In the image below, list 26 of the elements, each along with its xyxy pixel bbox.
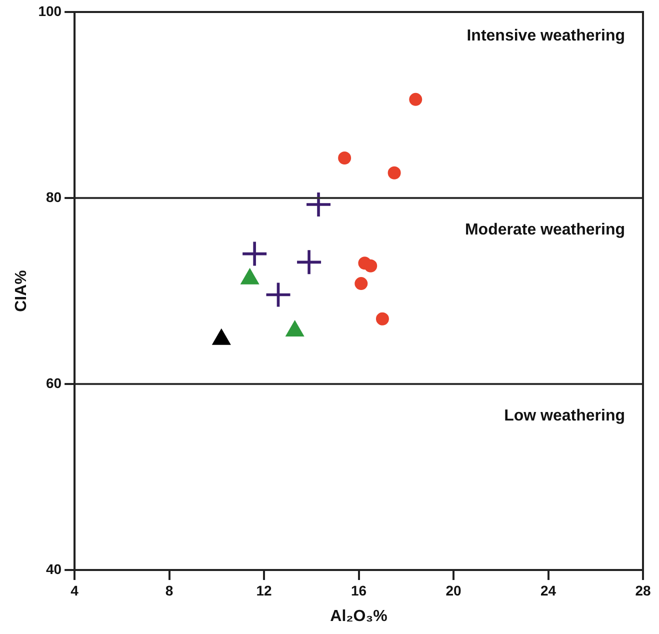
x-axis-title: Al₂O₃%: [330, 608, 388, 625]
y-tick-label: 100: [38, 2, 62, 19]
annotation: Low weathering: [504, 407, 625, 424]
point: [376, 312, 389, 326]
y-tick-label: 80: [46, 188, 62, 205]
x-tick-label: 8: [165, 582, 174, 598]
x-tick-label: 24: [540, 582, 556, 598]
point: [266, 282, 290, 307]
y-tick-label: 40: [46, 560, 62, 577]
point: [409, 92, 422, 106]
y-axis-title: CIA%: [13, 270, 30, 312]
point: [338, 152, 352, 165]
x-tick-label: 28: [635, 582, 651, 598]
point: [388, 166, 401, 180]
annotation: Intensive weathering: [466, 27, 625, 44]
y-tick-label: 60: [46, 374, 62, 391]
x-tick-label: 16: [350, 582, 367, 598]
point: [297, 250, 322, 274]
annotation: Moderate weathering: [464, 221, 625, 238]
point: [242, 242, 267, 266]
point: [306, 192, 331, 217]
x-tick-label: 20: [446, 582, 462, 598]
point: [364, 259, 378, 272]
point: [354, 277, 368, 290]
x-tick-label: 4: [70, 582, 79, 598]
x-tick-label: 12: [256, 582, 272, 598]
